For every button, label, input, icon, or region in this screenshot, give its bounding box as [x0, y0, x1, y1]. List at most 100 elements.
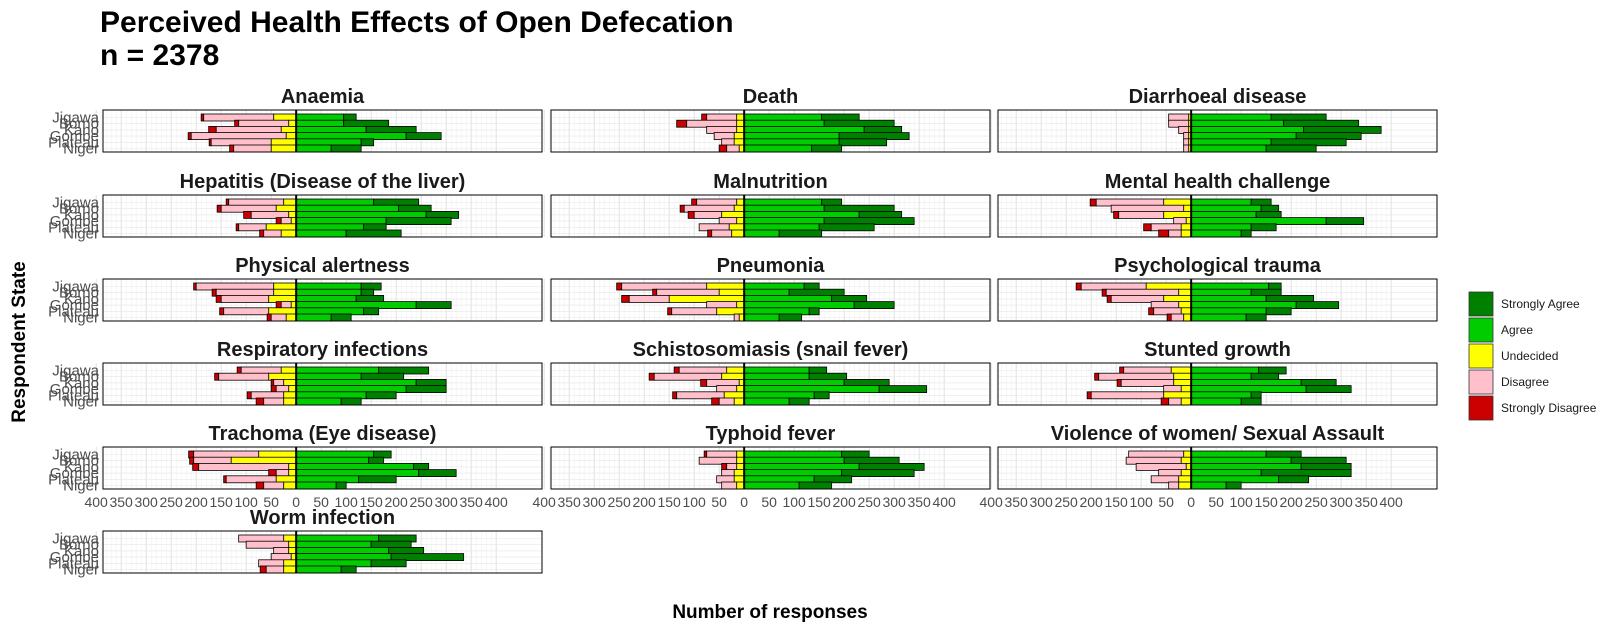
- bar-segment-strongly-disagree: [235, 223, 240, 232]
- bar-segment-strongly-disagree: [1116, 378, 1122, 387]
- bar-segment-undecided: [731, 229, 745, 238]
- legend: Strongly Agree Agree Undecided Disagree Stro…: [1468, 291, 1597, 421]
- bar-segment-strongly-disagree: [200, 113, 205, 122]
- y-tick-label: Gombe: [50, 465, 99, 482]
- y-tick-label: Gombe: [50, 128, 99, 145]
- y-tick-label: Plateau: [48, 471, 99, 488]
- panel-title: Death: [743, 86, 799, 108]
- bar-segment-strongly-disagree: [215, 294, 222, 303]
- y-tick-label: Borno: [59, 537, 99, 554]
- bar-segment-agree: [1190, 313, 1247, 322]
- bar-segment-strongly-disagree: [1113, 210, 1120, 219]
- bar-segment-strongly-disagree: [667, 307, 673, 316]
- panel-title: Diarrhoeal disease: [1129, 86, 1307, 108]
- bar-segment-disagree: [726, 144, 740, 153]
- bar-segment-disagree: [693, 210, 723, 219]
- x-tick-label: 50: [761, 494, 777, 510]
- x-tick-label: 350: [1004, 494, 1028, 510]
- legend-key-disagree: [1468, 369, 1494, 395]
- y-tick-label: Borno: [59, 116, 99, 133]
- bar-segment-undecided: [283, 565, 297, 574]
- bar-segment-strongly-agree: [340, 565, 357, 574]
- bar-segment-agree: [1190, 481, 1227, 490]
- y-tick-label: Kano: [64, 122, 99, 139]
- x-tick-label: 300: [1029, 494, 1053, 510]
- legend-key-strongly-agree: [1468, 291, 1494, 317]
- bar-segment-strongly-agree: [363, 307, 380, 316]
- panel-title: Worm infection: [250, 507, 395, 529]
- x-tick-label: 200: [832, 494, 856, 510]
- bar-segment-strongly-agree: [788, 397, 810, 406]
- y-tick-label: Jigawa: [52, 195, 99, 212]
- chart-title: Perceived Health Effects of Open Defecat…: [100, 6, 734, 39]
- x-tick-label: 100: [782, 494, 806, 510]
- legend-label: Strongly Disagree: [1501, 401, 1597, 415]
- bar-segment-strongly-agree: [405, 385, 447, 394]
- panel-physical-alertness: Physical alertness JigawaBornoKanoGombePl…: [48, 255, 543, 327]
- panel-border: [997, 109, 1438, 153]
- bar-segment-strongly-disagree: [679, 204, 685, 213]
- bar-segment-disagree: [263, 481, 285, 490]
- legend-label: Undecided: [1501, 349, 1558, 363]
- bar-segment-strongly-disagree: [1089, 198, 1097, 207]
- panel-trachoma-eye-disease: Trachoma (Eye disease) JigawaBornoKanoGom…: [48, 423, 543, 510]
- y-tick-label: Jigawa: [52, 279, 99, 296]
- bar-segment-strongly-agree: [838, 138, 888, 147]
- bar-segment-strongly-disagree: [616, 282, 623, 291]
- panel-border: [550, 109, 991, 153]
- x-tick-label: 350: [109, 494, 133, 510]
- y-tick-label: Gombe: [50, 297, 99, 314]
- bar-segment-disagree: [671, 307, 718, 316]
- y-tick-label: Niger: [63, 562, 99, 579]
- bar-segment-disagree: [1118, 210, 1165, 219]
- bar-segment-strongly-agree: [778, 313, 803, 322]
- x-tick-label: 150: [1104, 494, 1128, 510]
- bar-segment-strongly-disagree: [1160, 397, 1170, 406]
- bar-segment-undecided: [280, 229, 297, 238]
- panel-border: [550, 446, 991, 490]
- bar-segment-strongly-disagree: [707, 229, 713, 238]
- bar-segment-strongly-agree: [1265, 307, 1292, 316]
- bar-segment-strongly-agree: [370, 559, 407, 568]
- y-tick-label: Gombe: [50, 549, 99, 566]
- y-tick-label: Borno: [59, 453, 99, 470]
- y-tick-label: Kano: [64, 543, 99, 560]
- panel-border: [102, 362, 543, 406]
- panel-title: Stunted growth: [1144, 339, 1291, 361]
- x-tick-label: 300: [434, 494, 458, 510]
- x-tick-label: 300: [882, 494, 906, 510]
- bar-segment-disagree: [220, 294, 270, 303]
- x-tick-label: 400: [484, 494, 508, 510]
- bar-segment-disagree: [1168, 229, 1182, 238]
- bar-segment-strongly-agree: [798, 481, 833, 490]
- bar-segment-disagree: [263, 229, 282, 238]
- y-tick-label: Niger: [63, 226, 99, 243]
- bar-segment-strongly-agree: [330, 313, 352, 322]
- x-tick-label: 400: [1379, 494, 1403, 510]
- bar-segment-strongly-agree: [330, 144, 362, 153]
- panel-border: [997, 194, 1438, 238]
- x-tick-label: 50: [711, 494, 727, 510]
- y-tick-label: Kano: [64, 459, 99, 476]
- bar-segment-disagree: [721, 481, 738, 490]
- bar-segment-strongly-agree: [415, 301, 452, 310]
- bar-segment-strongly-agree: [1325, 217, 1365, 226]
- bar-segment-strongly-disagree: [255, 481, 265, 490]
- bar-segment-strongly-disagree: [223, 475, 227, 484]
- legend-label: Strongly Agree: [1501, 297, 1580, 311]
- bar-segment-strongly-disagree: [672, 391, 678, 400]
- x-tick-label: 250: [857, 494, 881, 510]
- bar-segment-undecided: [733, 397, 745, 406]
- bar-segment-strongly-agree: [360, 138, 375, 147]
- bar-segment-strongly-disagree: [1106, 294, 1112, 303]
- y-tick-label: Borno: [59, 285, 99, 302]
- bar-segment-strongly-disagree: [259, 229, 265, 238]
- x-tick-label: 50: [263, 494, 279, 510]
- panel-border: [102, 446, 543, 490]
- y-tick-label: Niger: [63, 310, 99, 327]
- bar-segment-strongly-agree: [808, 307, 820, 316]
- x-tick-label: 300: [1329, 494, 1353, 510]
- bar-segment-disagree: [270, 313, 287, 322]
- bar-segment-agree: [743, 313, 780, 322]
- x-tick-label: 50: [1158, 494, 1174, 510]
